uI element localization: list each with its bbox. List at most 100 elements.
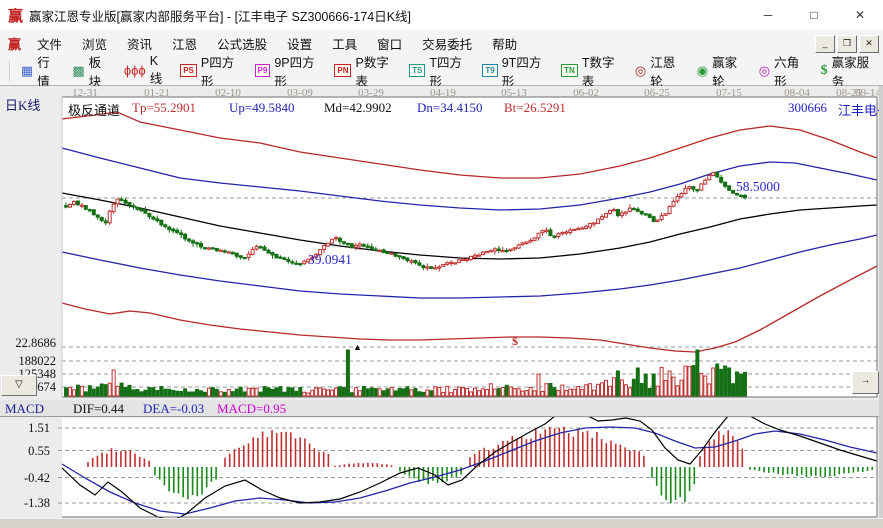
toolbar-button-label: P四方形	[200, 55, 235, 89]
mdi-restore-button[interactable]: ❐	[837, 35, 857, 53]
menu-item-公式选股[interactable]: 公式选股	[217, 37, 268, 52]
toolbar-button-P数字表[interactable]: PN P数字表	[327, 56, 402, 89]
winner-wheel-icon: ◉	[696, 63, 709, 78]
hexagon-icon: ◎	[758, 63, 771, 78]
title-bar: 赢 赢家江恩专业版[赢家内部服务平台] - [江丰电子 SZ300666-174…	[0, 0, 883, 31]
md-channel-line	[61, 192, 878, 260]
menu-item-交易委托[interactable]: 交易委托	[422, 37, 473, 52]
scroll-down-button[interactable]: ▽	[1, 375, 37, 396]
toolbar-button-label: 赢家轮	[712, 55, 738, 89]
price-chart-svg[interactable]	[0, 86, 883, 400]
macd-region: 1.51 0.55 -0.42 -1.38	[0, 417, 883, 518]
toolbar-button-六角形[interactable]: ◎ 六角形	[752, 56, 814, 89]
t-number-table-icon: TN	[561, 64, 578, 77]
triangle-marker-icon: ▲	[353, 342, 362, 352]
menu-item-文件[interactable]: 文件	[37, 37, 63, 52]
chart-region: 12-31 01-21 02-10 03-09 03-29 04-19 05-13 06-02…	[0, 86, 883, 400]
quotes-table-icon: ▦	[20, 63, 34, 78]
toolbar-button-9P四方形[interactable]: P9 9P四方形	[248, 56, 328, 89]
toolbar-button-行情[interactable]: ▦ 行情	[14, 56, 65, 89]
menu-item-浏览[interactable]: 浏览	[82, 37, 108, 52]
minimize-button[interactable]: ─	[763, 8, 773, 22]
window-controls: ─ □ ✕	[745, 0, 883, 30]
date-label: 06-02	[573, 87, 599, 99]
macd-dea-value: DEA=-0.03	[143, 401, 205, 416]
toolbar-button-赢家服务[interactable]: $ 赢家服务	[814, 56, 883, 89]
pane-label-daily-kline: 日K线	[5, 98, 41, 113]
toolbar-button-9T四方形[interactable]: T9 9T四方形	[475, 56, 554, 89]
menu-item-帮助[interactable]: 帮助	[492, 37, 518, 52]
macd-histogram-group	[87, 426, 874, 504]
indicator-bt-value: Bt=26.5291	[504, 100, 566, 115]
mdi-minimize-button[interactable]: _	[815, 35, 835, 53]
menu-logo-icon: 赢	[8, 36, 22, 52]
toolbar-button-label: P数字表	[355, 55, 389, 89]
date-label: 03-09	[287, 87, 313, 99]
indicator-tp-value: Tp=55.2901	[132, 100, 197, 115]
mdi-close-button[interactable]: ✕	[859, 35, 879, 53]
close-button[interactable]: ✕	[854, 8, 866, 22]
9t-square-icon: T9	[482, 64, 498, 77]
macd-axis-tick: -1.38	[23, 496, 50, 510]
toolbar-button-label: 赢家服务	[831, 55, 870, 89]
toolbar-button-K线[interactable]: ϕϕϕ K线	[117, 54, 173, 86]
macd-axis-tick: 0.55	[28, 443, 50, 458]
trough-price-annotation: 39.0941	[308, 252, 352, 267]
toolbar-button-label: K线	[149, 54, 163, 86]
app-logo-icon: 赢	[8, 8, 24, 25]
tp-channel-line	[61, 111, 878, 179]
toolbar-separator	[9, 60, 11, 81]
t-square-icon: TS	[409, 64, 426, 77]
window-title: 赢家江恩专业版[赢家内部服务平台] - [江丰电子 SZ300666-174日K…	[29, 9, 412, 24]
p-square-icon: PS	[180, 64, 197, 77]
status-bar	[0, 518, 883, 528]
macd-axis-tick: -0.42	[23, 470, 50, 485]
macd-chart-svg[interactable]	[0, 417, 883, 518]
indicator-up-value: Up=49.5840	[229, 100, 295, 115]
date-label: 05-13	[501, 87, 527, 99]
dea-line	[61, 426, 878, 515]
toolbar-button-板块[interactable]: ▩ 板块	[65, 56, 116, 89]
macd-header: MACD DIF=0.44 DEA=-0.03 MACD=0.95	[0, 400, 883, 417]
toolbar-button-P四方形[interactable]: PS P四方形	[173, 56, 247, 89]
toolbar-button-label: 9P四方形	[274, 55, 315, 89]
mdi-window-controls: _ ❐ ✕	[815, 35, 879, 53]
bt-channel-line	[61, 265, 878, 353]
menu-item-工具[interactable]: 工具	[332, 37, 358, 52]
stock-code: 300666	[788, 100, 827, 115]
stock-name: 江丰电子	[838, 103, 883, 118]
scroll-right-button[interactable]: →	[852, 371, 879, 394]
toolbar: ▦ 行情 ▩ 板块 ϕϕϕ K线 PS P四方形 P9 9P四方形 PN P数字表 TS T四方形 T9 9T…	[0, 54, 883, 89]
menu-items: 文件 浏览 资讯 江恩 公式选股 设置 工具 窗口 交易委托 帮助	[27, 30, 527, 56]
toolbar-button-赢家轮[interactable]: ◉ 赢家轮	[690, 56, 752, 89]
volume-axis-tick: 188022	[18, 354, 57, 368]
maximize-button[interactable]: □	[810, 8, 818, 22]
dn-channel-line	[61, 234, 878, 299]
indicator-md-value: Md=42.9902	[324, 100, 392, 115]
macd-pane-label: MACD	[5, 401, 45, 416]
dif-line	[61, 417, 878, 518]
menu-item-窗口[interactable]: 窗口	[377, 37, 403, 52]
up-channel-line	[61, 147, 878, 211]
toolbar-button-T四方形[interactable]: TS T四方形	[402, 56, 475, 89]
9p-square-icon: P9	[254, 64, 271, 77]
macd-axis-tick: 1.51	[28, 421, 50, 435]
toolbar-button-江恩轮[interactable]: ◎ 江恩轮	[628, 56, 690, 89]
gann-wheel-icon: ◎	[634, 63, 647, 78]
volume-bars-group	[64, 349, 747, 397]
date-label: 03-29	[358, 87, 384, 99]
plot-background	[62, 97, 877, 397]
sector-blocks-icon: ▩	[72, 63, 85, 78]
macd-macd-value: MACD=0.95	[217, 401, 287, 416]
date-label: 07-15	[716, 87, 742, 99]
menu-item-设置[interactable]: 设置	[287, 37, 313, 52]
menu-item-资讯[interactable]: 资讯	[127, 37, 153, 52]
p-number-table-icon: PN	[334, 64, 352, 77]
candlesticks-group	[64, 171, 747, 272]
date-label: 02-10	[215, 87, 241, 99]
current-price-annotation: 58.5000	[736, 179, 780, 194]
date-label: 08-04	[784, 87, 810, 99]
menu-item-江恩[interactable]: 江恩	[172, 37, 198, 52]
toolbar-button-T数字表[interactable]: TN T数字表	[554, 56, 628, 89]
